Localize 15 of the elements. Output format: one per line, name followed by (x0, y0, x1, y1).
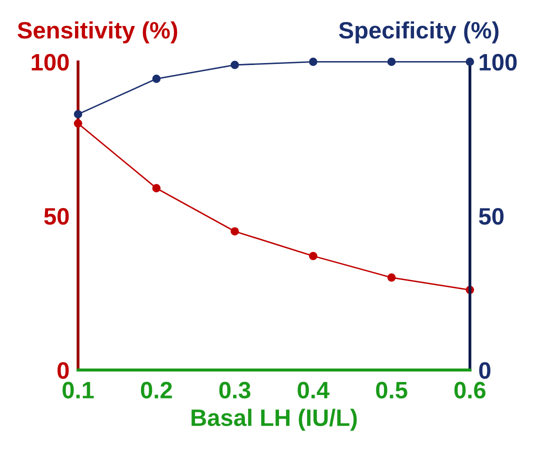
x-tick-label: 0.5 (376, 382, 408, 399)
x-tick-label: 0.1 (62, 382, 94, 399)
y2-tick-label: 50 (478, 208, 504, 225)
x-axis-title: Basal LH (IU/L) (192, 408, 357, 431)
y-tick-label: 0 (58, 362, 69, 379)
y-tick-label: 100 (32, 54, 69, 71)
y-tick-label: 50 (44, 208, 69, 225)
y2-tick-label: 0 (479, 362, 490, 379)
x-tick-label: 0.2 (140, 382, 172, 399)
x-tick-label: 0.3 (219, 382, 250, 399)
x-tick-label: 0.6 (454, 382, 486, 399)
y-axis-title: Sensitivity (%) (18, 21, 178, 44)
x-tick-label: 0.4 (298, 382, 330, 399)
y2-tick-label: 100 (480, 54, 517, 71)
y2-axis-title: Specificity (%) (338, 21, 498, 44)
